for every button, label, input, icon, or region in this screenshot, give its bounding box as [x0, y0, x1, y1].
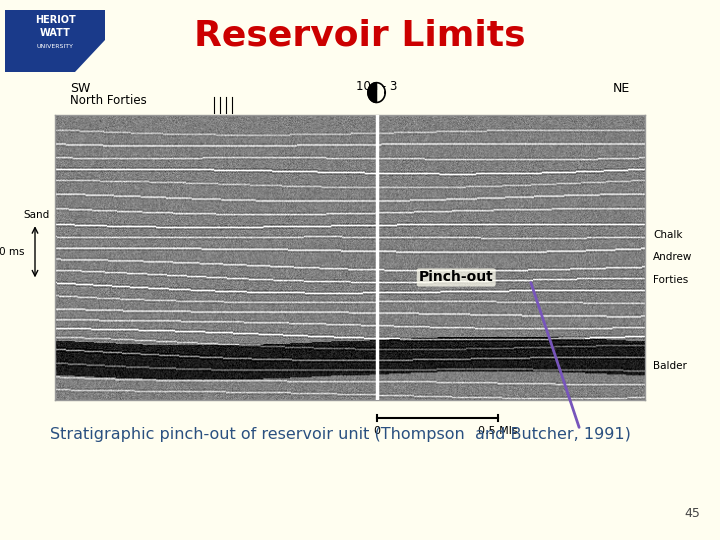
- Polygon shape: [368, 83, 377, 103]
- Text: Stratigraphic pinch-out of reservoir unit (Thompson  and Butcher, 1991): Stratigraphic pinch-out of reservoir uni…: [50, 428, 631, 442]
- Text: 10a - 3: 10a - 3: [356, 80, 397, 93]
- FancyBboxPatch shape: [5, 10, 105, 72]
- Text: Pinch-out: Pinch-out: [419, 271, 494, 285]
- Text: 45: 45: [684, 507, 700, 520]
- Text: SW: SW: [70, 82, 91, 95]
- Polygon shape: [5, 40, 105, 72]
- Text: Chalk: Chalk: [653, 230, 683, 240]
- Text: North Forties: North Forties: [70, 94, 147, 107]
- Text: Andrew: Andrew: [653, 253, 693, 262]
- Text: Reservoir Limits: Reservoir Limits: [194, 18, 526, 52]
- Text: WATT: WATT: [40, 28, 71, 38]
- Text: Sand: Sand: [24, 210, 50, 220]
- Text: 0.5 Mls: 0.5 Mls: [477, 426, 517, 436]
- Text: NE: NE: [613, 82, 630, 95]
- Text: Forties: Forties: [653, 275, 688, 285]
- Text: UNIVERSITY: UNIVERSITY: [37, 44, 73, 49]
- Text: HERIOT: HERIOT: [35, 15, 76, 25]
- Text: 0: 0: [373, 426, 380, 436]
- Text: 100 ms: 100 ms: [0, 247, 25, 257]
- Text: Balder: Balder: [653, 361, 687, 371]
